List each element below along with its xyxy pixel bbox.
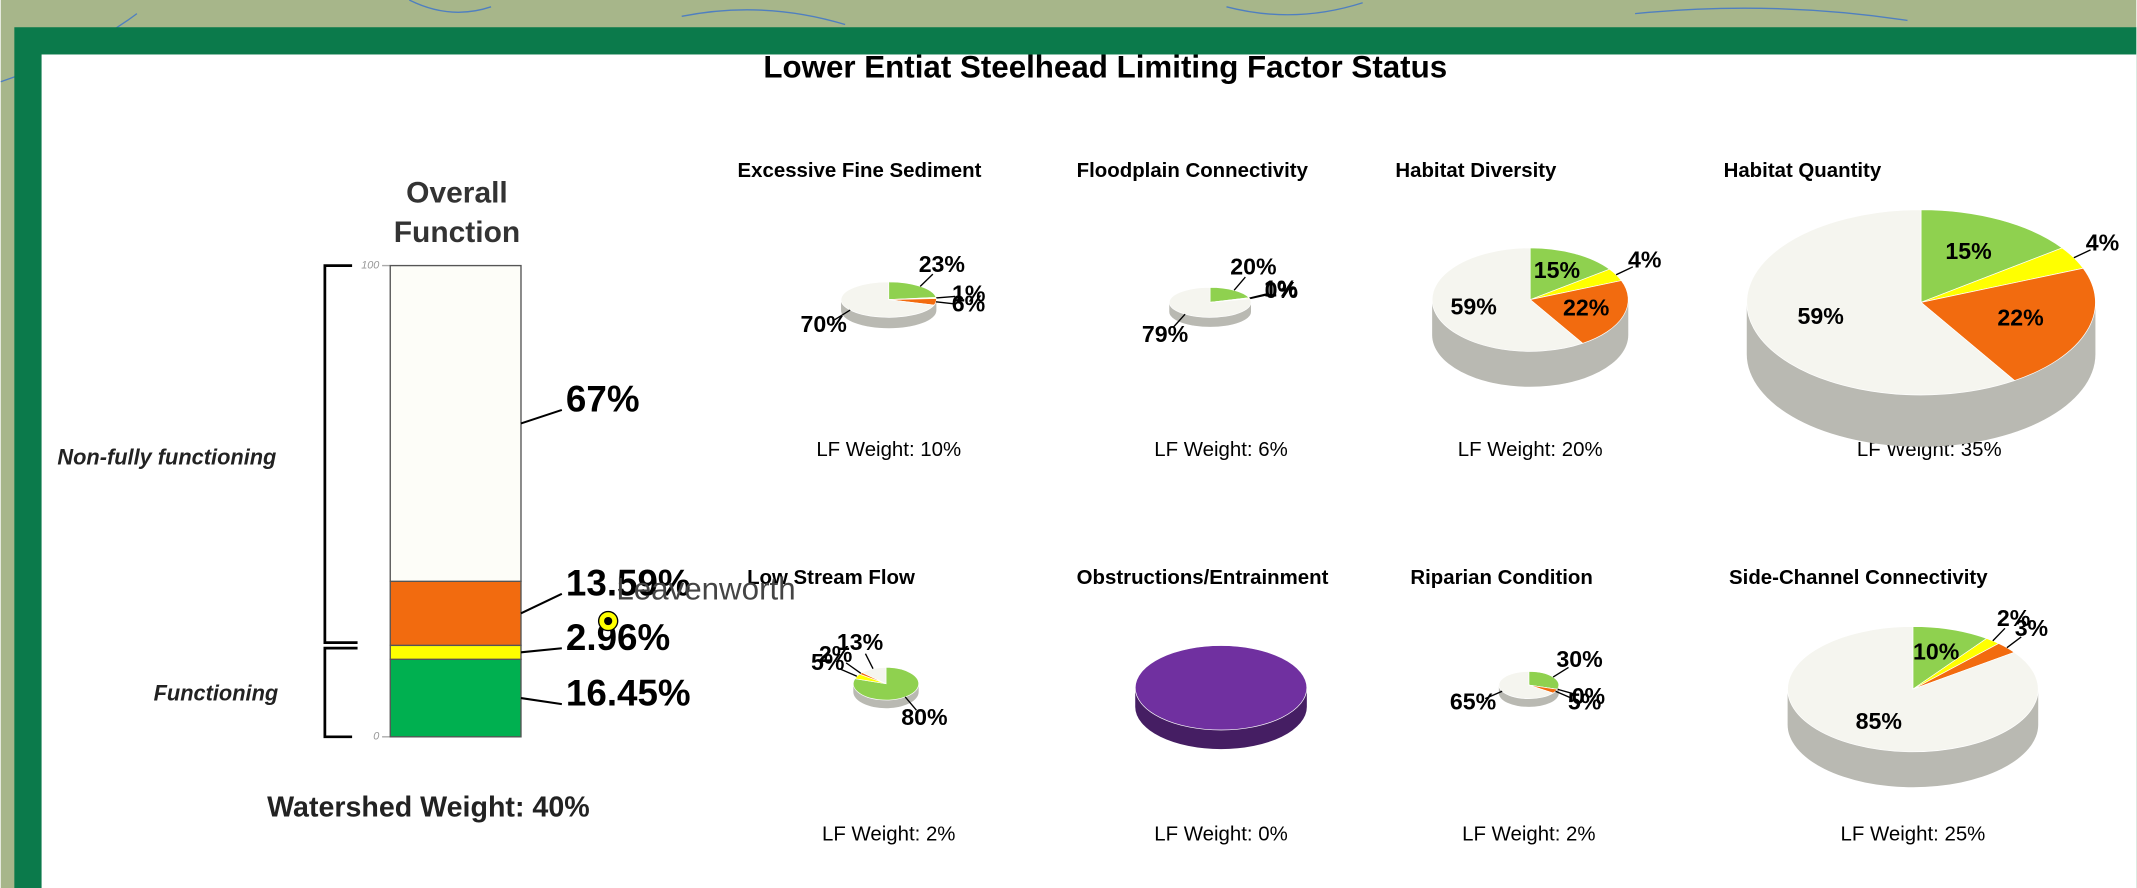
bar-segment: [390, 645, 521, 659]
pie-value-label: 65%: [1450, 689, 1496, 715]
pie-value-label: 6%: [952, 290, 985, 316]
pie-value-label: 3%: [2015, 615, 2048, 641]
page: {"title": "Lower Entiat Steelhead Limiti…: [0, 0, 2137, 888]
map-point-center: [604, 617, 612, 625]
weight-label: LF Weight: 2%: [1462, 823, 1595, 845]
bar-segment: [390, 659, 521, 737]
weight-label: LF Weight: 2%: [822, 823, 955, 845]
pie-title: Habitat Quantity: [1724, 160, 1882, 182]
bar-title: Overall: [406, 177, 508, 210]
bar-value-label: 16.45%: [566, 673, 691, 714]
pie-slice: [1135, 646, 1307, 730]
bar-value-label: 67%: [566, 378, 640, 419]
map-label: Leavenworth: [616, 571, 795, 606]
pie-title: Habitat Diversity: [1395, 160, 1557, 182]
weight-label: LF Weight: 6%: [1154, 439, 1287, 461]
pie-value-label: 0%: [1265, 277, 1298, 303]
group-label: Non-fully functioning: [57, 445, 276, 470]
pie-value-label: 23%: [919, 251, 965, 277]
pie-title: Excessive Fine Sediment: [738, 160, 982, 182]
pie-value-label: 15%: [1945, 238, 1991, 264]
y-tick-label: 100: [361, 259, 379, 271]
pie-value-label: 22%: [1563, 294, 1609, 320]
screen: Lower Entiat Steelhead Limiting Factor S…: [0, 0, 2137, 888]
pie-value-label: 15%: [1534, 257, 1580, 283]
y-tick-label: 0: [373, 731, 379, 743]
weight-label: LF Weight: 0%: [1154, 823, 1287, 845]
pie-value-label: 59%: [1451, 293, 1497, 319]
pie-value-label: 10%: [1913, 639, 1959, 665]
bar-segment: [390, 581, 521, 645]
weight-label: LF Weight: 20%: [1458, 439, 1603, 461]
pie-value-label: 22%: [1997, 305, 2043, 331]
pie-title: Side-Channel Connectivity: [1729, 567, 1988, 589]
pie-title: Obstructions/Entrainment: [1077, 567, 1329, 589]
pie-value-label: 4%: [2086, 230, 2119, 256]
bar-segment: [390, 266, 521, 582]
weight-label: LF Weight: 10%: [816, 439, 961, 461]
pie-value-label: 80%: [901, 704, 947, 730]
pie-value-label: 85%: [1856, 708, 1902, 734]
pie-value-label: 70%: [801, 311, 847, 337]
page-title: Lower Entiat Steelhead Limiting Factor S…: [763, 50, 1447, 85]
pie-title: Floodplain Connectivity: [1077, 160, 1309, 182]
bar-title: Function: [394, 216, 520, 249]
weight-label: LF Weight: 25%: [1841, 823, 1986, 845]
pie-value-label: 5%: [1568, 689, 1601, 715]
pie-value-label: 13%: [837, 629, 883, 655]
pie-title: Riparian Condition: [1410, 567, 1593, 589]
pie-value-label: 30%: [1556, 646, 1602, 672]
pie-value-label: 79%: [1142, 321, 1188, 347]
group-label: Functioning: [154, 680, 279, 705]
pie-value-label: 59%: [1797, 303, 1843, 329]
pie-value-label: 4%: [1628, 247, 1661, 273]
footer-label: Watershed Weight: 40%: [267, 792, 590, 824]
